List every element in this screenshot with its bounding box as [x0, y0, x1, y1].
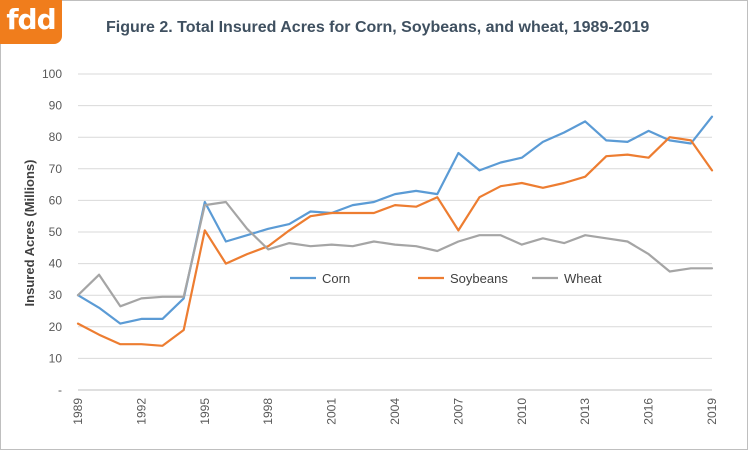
series-line-soybeans — [76, 136, 714, 347]
y-tick-label: - — [58, 383, 62, 397]
legend-label-soybeans: Soybeans — [450, 271, 508, 286]
series-lines — [76, 115, 714, 347]
y-axis-title: Insured Acres (Millions) — [22, 160, 37, 307]
x-tick-label: 2013 — [578, 398, 592, 425]
x-tick-label: 2019 — [705, 398, 719, 425]
y-tick-label: 20 — [49, 320, 63, 334]
legend-label-corn: Corn — [322, 271, 350, 286]
fdd-logo: fdd — [0, 0, 62, 44]
x-tick-label: 1998 — [261, 398, 275, 425]
y-tick-label: 10 — [49, 351, 63, 365]
y-tick-label: 30 — [49, 288, 63, 302]
y-axis-ticks: - 10 20 30 40 50 60 70 80 90 100 — [42, 67, 62, 397]
x-tick-label: 2001 — [325, 398, 339, 425]
y-tick-label: 50 — [49, 225, 63, 239]
y-tick-label: 100 — [42, 67, 62, 81]
y-tick-label: 40 — [49, 257, 63, 271]
chart-title: Figure 2. Total Insured Acres for Corn, … — [106, 19, 650, 36]
x-tick-label: 1992 — [134, 398, 148, 425]
x-axis-ticks: 1989 1992 1995 1998 2001 2004 2007 2010 2013 2016… — [71, 398, 719, 425]
legend-label-wheat: Wheat — [564, 271, 602, 286]
y-tick-label: 60 — [49, 193, 63, 207]
series-line-wheat — [76, 200, 714, 308]
x-tick-label: 2004 — [388, 398, 402, 425]
x-tick-label: 1989 — [71, 398, 85, 425]
legend: Corn Soybeans Wheat — [290, 271, 602, 286]
x-tick-label: 2016 — [642, 398, 656, 425]
x-tick-label: 1995 — [198, 398, 212, 425]
x-tick-label: 2010 — [515, 398, 529, 425]
y-tick-label: 70 — [49, 162, 63, 176]
x-tick-label: 2007 — [451, 398, 465, 425]
series-line-corn — [76, 115, 714, 325]
y-tick-label: 80 — [49, 130, 63, 144]
y-tick-label: 90 — [49, 99, 63, 113]
gridlines — [78, 73, 712, 391]
